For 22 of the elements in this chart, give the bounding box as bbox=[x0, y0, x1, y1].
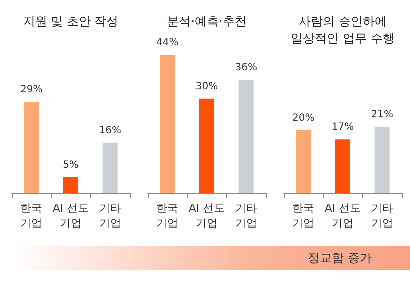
x-tick-label: 기타 기업 bbox=[371, 202, 394, 230]
text: 정교함 증가 bbox=[308, 250, 372, 267]
x-tick-label: 기타 기업 bbox=[235, 202, 258, 230]
data-label: 5% bbox=[63, 160, 79, 171]
x-tick-label: AI 선도 기업 bbox=[324, 202, 362, 230]
x-tick-label: 한국 기업 bbox=[156, 202, 179, 230]
data-label: 44% bbox=[156, 38, 179, 48]
data-label: 30% bbox=[196, 81, 218, 92]
chart-title: 지원 및 초안 작성 bbox=[23, 14, 119, 28]
x-tick-label: 한국 기업 bbox=[292, 202, 315, 230]
data-label: 29% bbox=[20, 84, 43, 96]
x-tick-label: AI 선도 기업 bbox=[52, 202, 90, 230]
x-tick-label: 기타 기업 bbox=[99, 202, 122, 230]
data-label: 20% bbox=[292, 112, 315, 124]
chart-title: 사람의 승인하에 일상적인 업무 수행 bbox=[291, 14, 395, 46]
data-label: 17% bbox=[332, 122, 354, 134]
x-tick-label: AI 선도 기업 bbox=[188, 202, 226, 230]
data-label: 36% bbox=[235, 62, 258, 74]
data-label: 21% bbox=[371, 110, 394, 121]
chart-title: 분석·예측·추천 bbox=[167, 14, 247, 28]
data-label: 16% bbox=[99, 125, 122, 136]
x-tick-label: 한국 기업 bbox=[20, 202, 43, 230]
